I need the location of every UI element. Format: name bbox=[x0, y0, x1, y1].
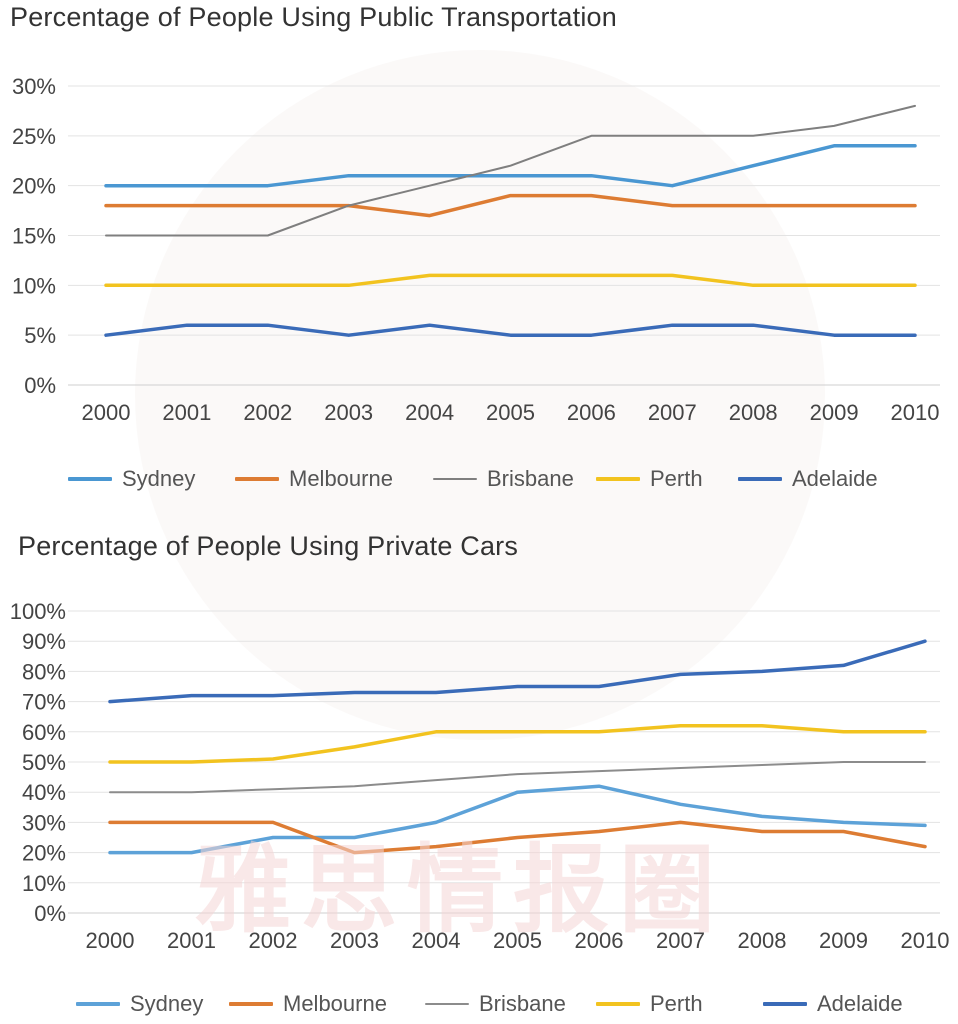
x-tick-label: 2007 bbox=[656, 928, 705, 953]
y-tick-label: 15% bbox=[12, 224, 56, 249]
legend-label: Brisbane bbox=[487, 466, 574, 491]
y-tick-label: 90% bbox=[22, 629, 66, 654]
legend-item-sydney: Sydney bbox=[68, 464, 195, 494]
x-tick-label: 2009 bbox=[819, 928, 868, 953]
legend-swatch bbox=[738, 477, 782, 481]
legend-item-adelaide: Adelaide bbox=[763, 989, 903, 1019]
y-tick-label: 60% bbox=[22, 720, 66, 745]
legend-label: Melbourne bbox=[289, 466, 393, 491]
series-line-perth bbox=[108, 724, 927, 764]
legend-label: Sydney bbox=[122, 466, 196, 491]
y-tick-label: 30% bbox=[12, 74, 56, 99]
legend-swatch bbox=[229, 1002, 273, 1006]
x-tick-label: 2010 bbox=[901, 928, 950, 953]
legend-item-perth: Perth bbox=[596, 464, 703, 494]
x-tick-label: 2005 bbox=[493, 928, 542, 953]
x-tick-label: 2003 bbox=[324, 400, 373, 425]
series-line-melbourne bbox=[108, 820, 927, 855]
plot-area: 0% 10% 20% 30% 40% 50% 60% 70% 80% 90% 100% 2000 200… bbox=[10, 599, 950, 953]
legend-label: Perth bbox=[650, 466, 703, 491]
public-transport-chart: Percentage of People Using Public Transp… bbox=[0, 0, 958, 510]
series-line-perth bbox=[104, 273, 917, 288]
y-tick-label: 50% bbox=[22, 750, 66, 775]
chart-title: Percentage of People Using Public Transp… bbox=[10, 2, 617, 32]
series-line-brisbane bbox=[105, 104, 916, 237]
y-tick-label: 25% bbox=[12, 124, 56, 149]
legend-swatch bbox=[763, 1002, 807, 1006]
legend-swatch bbox=[596, 1002, 640, 1006]
x-tick-label: 2005 bbox=[486, 400, 535, 425]
legend-item-brisbane: Brisbane bbox=[425, 989, 566, 1019]
chart-title: Percentage of People Using Private Cars bbox=[18, 531, 519, 561]
x-tick-label: 2001 bbox=[162, 400, 211, 425]
x-tick-label: 2008 bbox=[738, 928, 787, 953]
y-tick-label: 10% bbox=[22, 871, 66, 896]
legend-item-sydney: Sydney bbox=[76, 989, 203, 1019]
series-line-adelaide bbox=[104, 323, 917, 337]
legend-label: Perth bbox=[650, 991, 703, 1016]
y-tick-label: 70% bbox=[22, 690, 66, 715]
y-tick-label: 20% bbox=[22, 841, 66, 866]
x-tick-label: 2010 bbox=[891, 400, 940, 425]
watermark-text: 雅思情报圈 bbox=[195, 834, 725, 946]
legend-swatch bbox=[76, 1002, 120, 1006]
legend-swatch bbox=[68, 477, 112, 481]
series-line-sydney bbox=[104, 144, 917, 188]
plot-area: 0% 5% 10% 15% 20% 25% 30% 2000 2001 2002 2003 2004 2… bbox=[12, 74, 940, 425]
x-tick-label: 2008 bbox=[729, 400, 778, 425]
legend-label: Melbourne bbox=[283, 991, 387, 1016]
x-tick-label: 2003 bbox=[330, 928, 379, 953]
y-tick-label: 80% bbox=[22, 659, 66, 684]
legend-item-adelaide: Adelaide bbox=[738, 464, 878, 494]
y-tick-label: 5% bbox=[24, 323, 56, 348]
legend-item-brisbane: Brisbane bbox=[433, 464, 574, 494]
legend-swatch bbox=[596, 477, 640, 481]
x-tick-label: 2004 bbox=[405, 400, 454, 425]
legend-label: Brisbane bbox=[479, 991, 566, 1016]
legend-item-melbourne: Melbourne bbox=[229, 989, 387, 1019]
y-tick-label: 40% bbox=[22, 780, 66, 805]
x-tick-label: 2000 bbox=[86, 928, 135, 953]
legend-swatch bbox=[425, 1003, 469, 1005]
y-tick-label: 0% bbox=[34, 901, 66, 926]
x-tick-label: 2007 bbox=[648, 400, 697, 425]
legend-label: Adelaide bbox=[817, 991, 903, 1016]
x-tick-label: 2006 bbox=[575, 928, 624, 953]
series-line-adelaide bbox=[108, 639, 927, 704]
legend-label: Sydney bbox=[130, 991, 204, 1016]
legend-item-melbourne: Melbourne bbox=[235, 464, 393, 494]
legend: Sydney Melbourne Brisbane Perth Adelaide bbox=[0, 464, 958, 494]
y-tick-label: 10% bbox=[12, 273, 56, 298]
x-tick-label: 2004 bbox=[412, 928, 461, 953]
x-tick-label: 2002 bbox=[249, 928, 298, 953]
legend-label: Adelaide bbox=[792, 466, 878, 491]
legend: Sydney Melbourne Brisbane Perth Adelaide bbox=[0, 989, 958, 1019]
legend-item-perth: Perth bbox=[596, 989, 703, 1019]
y-tick-label: 100% bbox=[10, 599, 66, 624]
x-tick-label: 2006 bbox=[567, 400, 616, 425]
x-tick-label: 2000 bbox=[82, 400, 131, 425]
y-tick-label: 0% bbox=[24, 373, 56, 398]
series-line-sydney bbox=[108, 784, 927, 855]
watermark-globe bbox=[135, 50, 825, 740]
y-tick-label: 30% bbox=[22, 810, 66, 835]
private-cars-chart: Percentage of People Using Private Cars … bbox=[0, 525, 958, 1024]
y-tick-label: 20% bbox=[12, 174, 56, 199]
series-line-brisbane bbox=[109, 761, 926, 794]
legend-swatch bbox=[433, 478, 477, 480]
x-tick-label: 2001 bbox=[167, 928, 216, 953]
x-tick-label: 2002 bbox=[243, 400, 292, 425]
series-line-melbourne bbox=[104, 193, 917, 218]
x-tick-label: 2009 bbox=[810, 400, 859, 425]
legend-swatch bbox=[235, 477, 279, 481]
